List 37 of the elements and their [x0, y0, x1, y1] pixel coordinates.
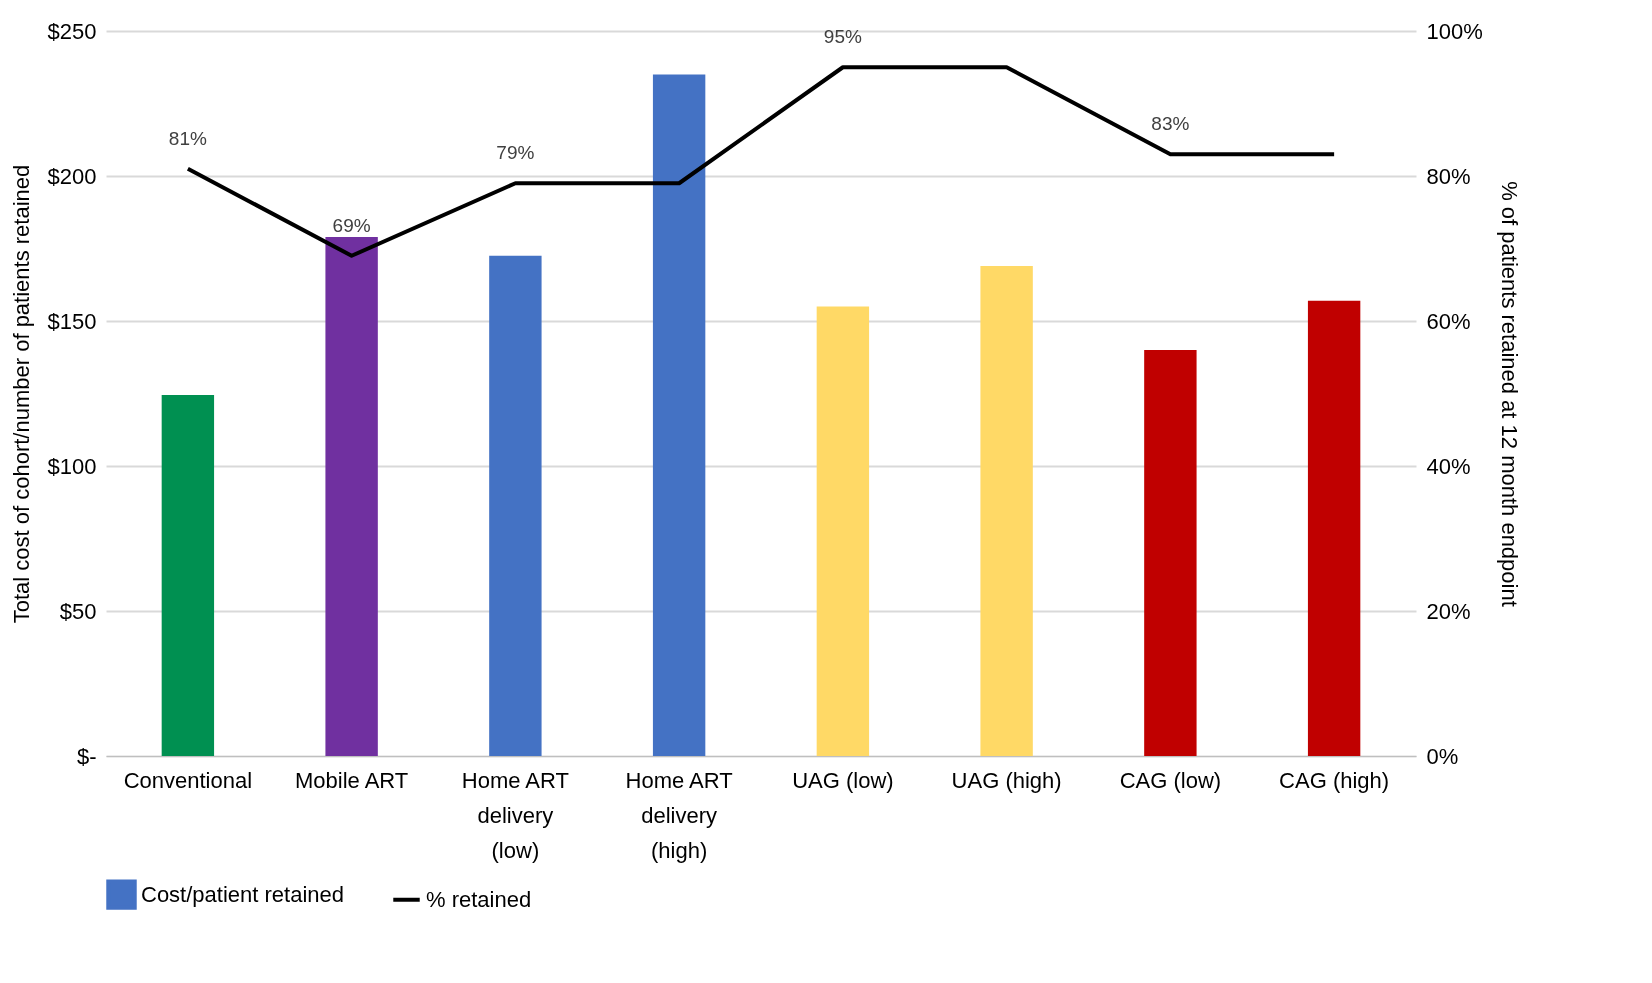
bar [161, 394, 215, 756]
x-tick-label: Conventional [123, 767, 253, 793]
y-tick-label: $200 [47, 163, 97, 189]
data-label: 95% [823, 26, 862, 48]
data-label: 83% [1151, 113, 1190, 135]
x-tick-label: UAG (low) [792, 767, 894, 793]
legend-label: % retained [426, 886, 532, 912]
y2-axis-title: % of patients retained at 12 month endpoint [1496, 181, 1522, 607]
bar [1144, 350, 1197, 756]
y2-tick-label: 80% [1426, 163, 1471, 189]
x-tick-label: UAG (high) [951, 767, 1062, 793]
bar [325, 236, 378, 756]
bar [652, 74, 706, 756]
y-axis-title: Total cost of cohort/number of patients retained [8, 164, 34, 624]
x-tick-label: CAG (high) [1279, 767, 1390, 793]
data-label: 69% [332, 214, 371, 236]
y-tick-label: $50 [59, 598, 97, 624]
bar [489, 255, 542, 756]
legend-label: Cost/patient retained [141, 881, 345, 907]
y-tick-label: $100 [47, 453, 97, 479]
x-tick-label: Mobile ART [294, 767, 409, 793]
bar [1307, 300, 1361, 756]
data-label: 81% [168, 127, 207, 149]
y2-tick-label: 20% [1426, 598, 1471, 624]
data-label: 79% [496, 142, 535, 164]
bar [980, 265, 1033, 756]
x-tick-label: Home ART delivery (low) [461, 767, 569, 863]
y2-tick-label: 60% [1426, 308, 1471, 334]
y2-tick-label: 0% [1426, 743, 1459, 769]
y2-tick-label: 40% [1426, 453, 1471, 479]
x-tick-label: CAG (low) [1119, 767, 1222, 793]
y-tick-label: $- [76, 743, 97, 769]
x-tick-label: Home ART delivery (high) [625, 767, 733, 863]
y2-tick-label: 100% [1426, 18, 1483, 44]
y-tick-label: $250 [47, 18, 97, 44]
bar [816, 306, 870, 756]
y-tick-label: $150 [47, 308, 97, 334]
